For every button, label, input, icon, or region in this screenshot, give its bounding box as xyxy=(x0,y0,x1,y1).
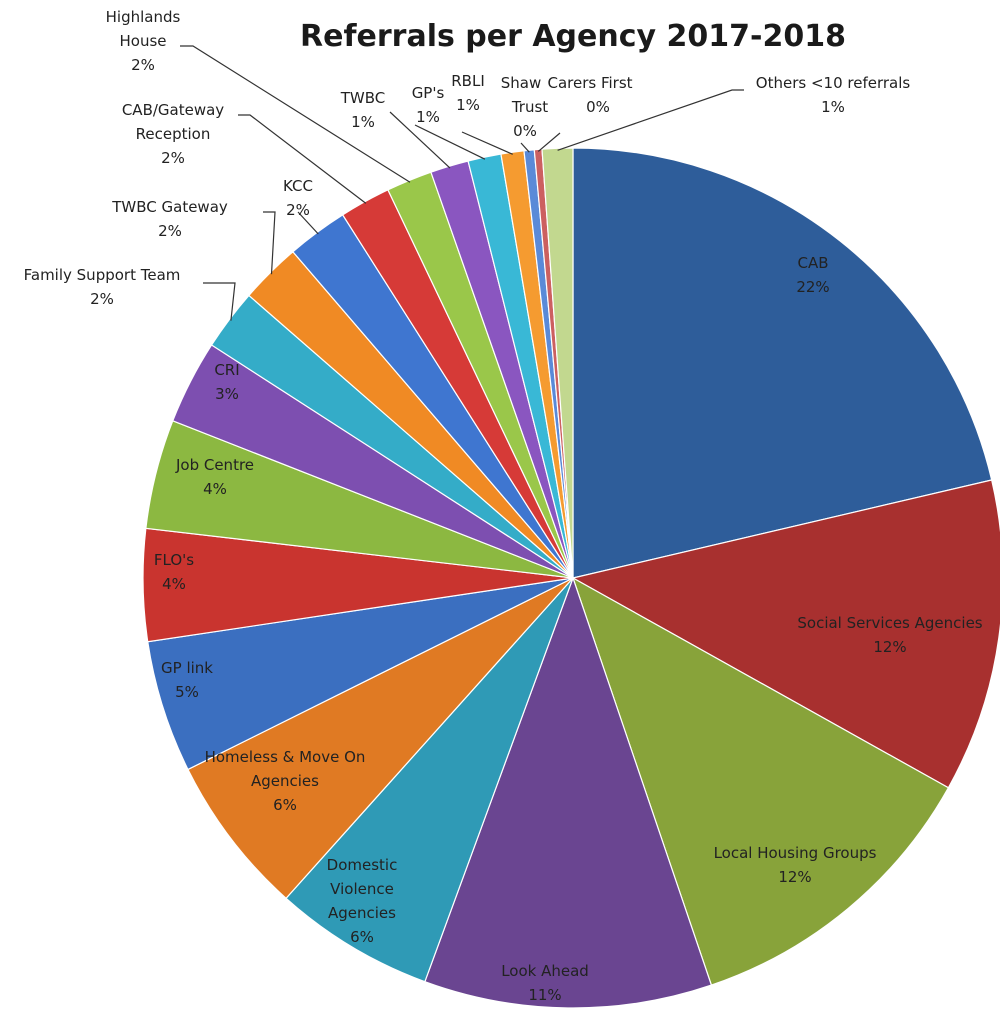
slice-label-gp-s: GP's 1% xyxy=(412,84,445,126)
slice-percent: 1% xyxy=(456,96,480,114)
slice-percent: 0% xyxy=(586,98,610,116)
slice-name: Homeless & Move On xyxy=(205,748,366,766)
leader-line-twbc-gateway xyxy=(263,211,276,275)
slice-name: TWBC Gateway xyxy=(111,198,228,216)
slice-label-cab-gateway-reception: CAB/Gateway Reception 2% xyxy=(122,101,224,167)
slice-label-twbc-gateway: TWBC Gateway 2% xyxy=(111,198,228,240)
slice-name: Local Housing Groups xyxy=(714,844,877,862)
slice-name: Trust xyxy=(511,98,548,116)
pie-slice-local-housing-groups xyxy=(571,576,950,986)
slice-percent: 1% xyxy=(416,108,440,126)
pie-slice-look-ahead xyxy=(424,576,713,1009)
slice-name: RBLI xyxy=(451,72,485,90)
slice-name: Job Centre xyxy=(175,456,254,474)
slice-percent: 2% xyxy=(131,56,155,74)
slice-name: Highlands xyxy=(106,8,181,26)
slice-label-carers-first: Carers First 0% xyxy=(547,74,632,116)
leader-line-others-10-referrals xyxy=(557,89,744,151)
slice-label-kcc: KCC 2% xyxy=(283,177,313,219)
slice-name: Social Services Agencies xyxy=(797,614,982,632)
slice-label-local-housing-groups: Local Housing Groups 12% xyxy=(714,844,877,886)
leader-line-cab-gateway-reception xyxy=(238,114,367,204)
leader-line-highlands-house xyxy=(180,45,411,183)
slice-label-flo-s: FLO's 4% xyxy=(154,551,194,593)
slice-name: TWBC xyxy=(340,89,386,107)
slice-name: CAB xyxy=(797,254,828,272)
slice-percent: 2% xyxy=(286,201,310,219)
slice-label-domestic-violence-agencies: Domestic Violence Agencies 6% xyxy=(327,856,398,946)
slice-label-homeless-move-on-agencies: Homeless & Move On Agencies 6% xyxy=(205,748,366,814)
slice-percent: 6% xyxy=(350,928,374,946)
leader-line-kcc xyxy=(297,211,319,235)
slice-name: House xyxy=(119,32,166,50)
slice-name: FLO's xyxy=(154,551,194,569)
leader-line-gp-s xyxy=(414,124,486,160)
slice-name: Look Ahead xyxy=(501,962,589,980)
chart-title: Referrals per Agency 2017-2018 xyxy=(300,19,846,54)
leader-lines xyxy=(180,45,744,321)
slice-label-gp-link: GP link 5% xyxy=(161,659,213,701)
pie-slice-others-10-referrals xyxy=(541,147,574,579)
slice-percent: 2% xyxy=(161,149,185,167)
slice-percent: 2% xyxy=(90,290,114,308)
leader-line-twbc xyxy=(389,111,451,169)
pie-slice-cab xyxy=(572,147,993,579)
slice-name: Shaw xyxy=(501,74,542,92)
leader-line-rbli xyxy=(461,131,513,155)
slice-name: Violence xyxy=(330,880,394,898)
slice-percent: 3% xyxy=(215,385,239,403)
slice-percent: 4% xyxy=(162,575,186,593)
slice-label-social-services-agencies: Social Services Agencies 12% xyxy=(797,614,982,656)
slice-label-cri: CRI 3% xyxy=(214,361,239,403)
slice-percent: 4% xyxy=(203,480,227,498)
slice-percent: 22% xyxy=(796,278,829,296)
slice-name: GP link xyxy=(161,659,213,677)
slice-name: Agencies xyxy=(251,772,319,790)
slice-name: Family Support Team xyxy=(24,266,181,284)
slice-label-highlands-house: Highlands House 2% xyxy=(106,8,181,74)
pie-slices xyxy=(142,147,1000,1009)
slice-percent: 12% xyxy=(873,638,906,656)
slice-label-rbli: RBLI 1% xyxy=(451,72,485,114)
slice-percent: 0% xyxy=(513,122,537,140)
slice-label-job-centre: Job Centre 4% xyxy=(175,456,254,498)
slice-percent: 11% xyxy=(528,986,561,1004)
slice-label-family-support-team: Family Support Team 2% xyxy=(24,266,181,308)
pie-slice-domestic-violence-agencies xyxy=(285,577,574,983)
slice-percent: 6% xyxy=(273,796,297,814)
slice-name: CRI xyxy=(214,361,239,379)
slice-label-twbc: TWBC 1% xyxy=(340,89,386,131)
pie-slice-homeless-move-on-agencies xyxy=(187,577,574,900)
leader-line-shaw-trust xyxy=(520,142,530,153)
slice-label-cab: CAB 22% xyxy=(796,254,829,296)
slice-percent: 2% xyxy=(158,222,182,240)
slice-name: KCC xyxy=(283,177,313,195)
slice-name: Domestic xyxy=(327,856,398,874)
slice-percent: 12% xyxy=(778,868,811,886)
slice-name: Carers First xyxy=(547,74,632,92)
leader-line-carers-first xyxy=(537,132,561,152)
slice-name: Reception xyxy=(136,125,211,143)
leader-line-family-support-team xyxy=(203,282,236,321)
slice-percent: 1% xyxy=(351,113,375,131)
slice-name: Agencies xyxy=(328,904,396,922)
slice-name: Others <10 referrals xyxy=(756,74,911,92)
slice-percent: 5% xyxy=(175,683,199,701)
slice-label-others-10-referrals: Others <10 referrals 1% xyxy=(756,74,911,116)
slice-name: CAB/Gateway xyxy=(122,101,224,119)
slice-percent: 1% xyxy=(821,98,845,116)
slice-name: GP's xyxy=(412,84,445,102)
pie-slice-social-services-agencies xyxy=(571,479,1000,789)
slice-label-shaw-trust: Shaw Trust 0% xyxy=(501,74,549,140)
slice-label-look-ahead: Look Ahead 11% xyxy=(501,962,589,1004)
